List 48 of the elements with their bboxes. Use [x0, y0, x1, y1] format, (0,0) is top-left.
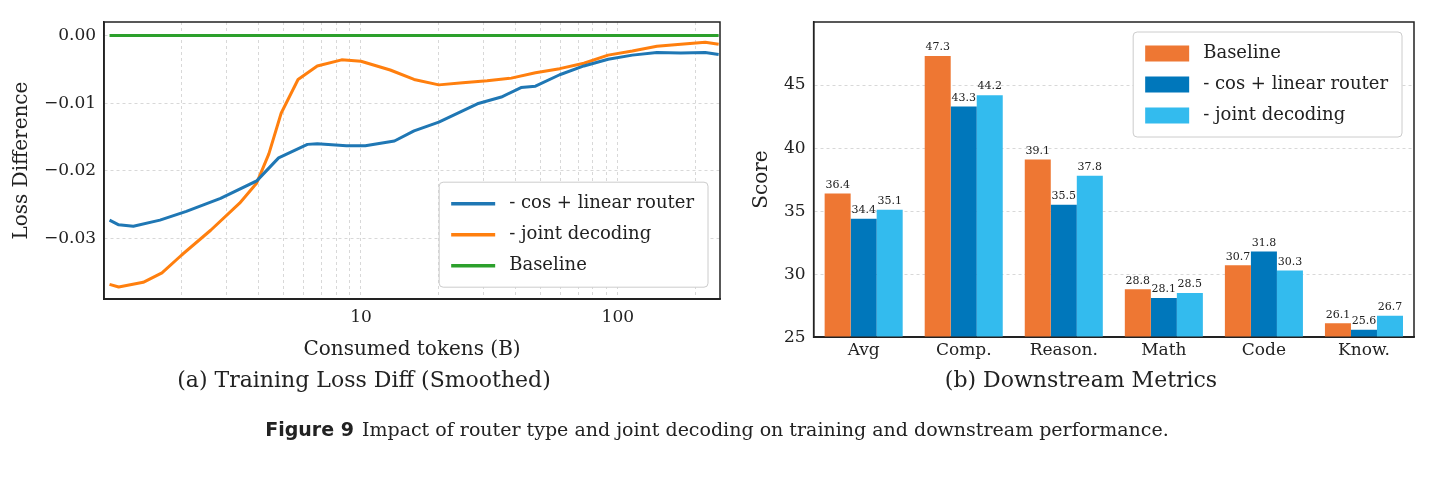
x-tick-label: Code	[1241, 338, 1286, 359]
data-label: 34.4	[851, 203, 876, 217]
data-label: 25.6	[1351, 313, 1377, 327]
x-tick-label: 10	[350, 305, 372, 326]
x-tick-label: Avg	[846, 338, 880, 359]
data-label: 36.4	[825, 177, 850, 191]
y-axis-title: Loss Difference	[8, 81, 33, 240]
y-tick-label: 40	[783, 136, 806, 157]
y-tick-label: 35	[783, 199, 806, 220]
data-label: 26.1	[1325, 307, 1351, 321]
data-label: 47.3	[925, 40, 950, 54]
text: (a) Training Loss Diff (Smoothed)	[177, 366, 551, 392]
y-tick-label: 45	[783, 73, 806, 94]
y-tick-label: −0.03	[43, 226, 97, 247]
text: Impact of router type and joint decoding on training and downstream performance.	[361, 418, 1169, 440]
legend-label: - joint decoding	[1203, 103, 1346, 125]
data-label: 39.1	[1025, 143, 1051, 157]
data-label: 37.8	[1077, 160, 1103, 174]
legend-label: Baseline	[1203, 41, 1281, 63]
data-label: 26.7	[1377, 300, 1403, 314]
y-tick-label: 0.00	[58, 23, 97, 44]
y-axis-title: Score	[748, 150, 773, 209]
y-tick-label: −0.01	[43, 91, 97, 112]
x-tick-label: Math	[1141, 338, 1187, 359]
x-tick-label: Know.	[1338, 338, 1390, 359]
caption: Figure 9	[265, 418, 354, 440]
y-tick-label: −0.02	[43, 159, 97, 180]
data-label: 43.3	[951, 90, 976, 104]
x-axis-title: Consumed tokens (B)	[303, 335, 521, 360]
legend-label: - joint decoding	[509, 222, 652, 244]
x-tick-label: 100	[601, 305, 635, 326]
x-tick-label: Reason.	[1029, 338, 1098, 359]
data-label: 28.1	[1151, 282, 1177, 296]
data-label: 35.5	[1051, 189, 1077, 203]
data-label: 28.5	[1177, 277, 1203, 291]
data-label: 31.8	[1251, 235, 1277, 249]
legend-label: Baseline	[509, 253, 587, 275]
legend-label: - cos + linear router	[1203, 72, 1389, 94]
data-label: 30.3	[1277, 254, 1303, 268]
data-label: 44.2	[977, 79, 1002, 93]
data-label: 30.7	[1225, 249, 1251, 263]
y-tick-label: 30	[783, 262, 806, 283]
text: (b) Downstream Metrics	[944, 366, 1218, 392]
x-tick-label: Comp.	[935, 338, 992, 359]
legend-label: - cos + linear router	[509, 191, 695, 213]
data-label: 35.1	[877, 194, 902, 208]
y-tick-label: 25	[783, 325, 806, 346]
data-label: 28.8	[1125, 273, 1151, 287]
